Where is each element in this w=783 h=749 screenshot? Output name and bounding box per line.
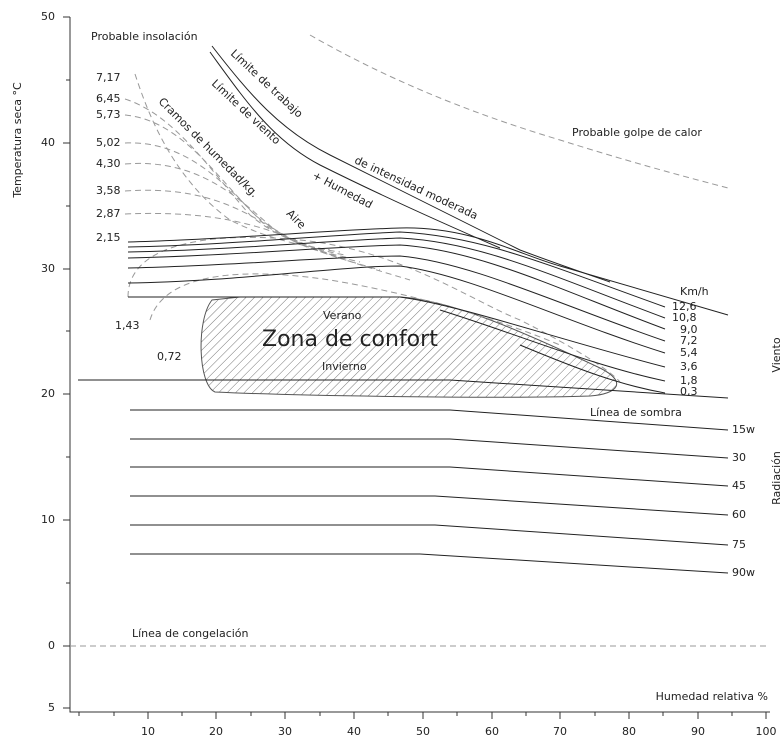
radiation-lines [130, 409, 729, 574]
radiation-label: 30 [732, 451, 746, 464]
humidity-labels: 7,17 6,45 5,73 5,02 4,30 3,58 2,87 2,15 … [96, 71, 182, 363]
x-tick-label: 30 [278, 725, 292, 738]
humidity-label: 6,45 [96, 92, 121, 105]
wind-label: 7,2 [680, 334, 698, 347]
wind-label: 9,0 [680, 323, 698, 336]
x-tick-label: 70 [553, 725, 567, 738]
wind-label: 5,4 [680, 346, 698, 359]
x-tick-label: 60 [485, 725, 499, 738]
y-tick-label: 0 [48, 639, 55, 652]
humidity-label: 2,87 [96, 207, 121, 220]
y-tick-label: 30 [41, 262, 55, 275]
y-tick-label: 40 [41, 136, 55, 149]
x-tick-label: 100 [756, 725, 777, 738]
label: Línea de congelación [132, 627, 249, 640]
x-axis-label: Humedad relativa % [656, 690, 768, 703]
wind-label: Km/h [680, 285, 709, 298]
wind-label: 0,3 [680, 385, 698, 398]
label: Zona de confort [262, 327, 438, 352]
x-tick-label: 50 [416, 725, 430, 738]
humidity-label: 1,43 [115, 319, 140, 332]
wind-label: 12,6 [672, 300, 697, 313]
label: Verano [323, 309, 362, 322]
humidity-label: 0,72 [157, 350, 182, 363]
y-axis-label: Temperatura seca °C [11, 82, 24, 199]
y-tick-label: 10 [41, 513, 55, 526]
wind-lines [127, 227, 729, 394]
humidity-label: 5,73 [96, 108, 121, 121]
radiation-label: 90w [732, 566, 755, 579]
label: Aire [284, 207, 309, 232]
x-tick-label: 10 [141, 725, 155, 738]
radiation-label: 45 [732, 479, 746, 492]
humidity-label: 7,17 [96, 71, 121, 84]
label: + Humedad [310, 169, 375, 212]
label: Viento [770, 337, 783, 372]
y-tick-label: 20 [41, 387, 55, 400]
humidity-label: 2,15 [96, 231, 121, 244]
y-tick-label: 5 [48, 701, 55, 714]
x-tick-label: 90 [691, 725, 705, 738]
radiation-label: 60 [732, 508, 746, 521]
humidity-label: 3,58 [96, 184, 121, 197]
radiation-labels: 15w 30 45 60 75 90w [732, 423, 755, 579]
humidity-label: 5,02 [96, 136, 121, 149]
x-tick-label: 20 [209, 725, 223, 738]
label: Radiación [770, 451, 783, 505]
label: Línea de sombra [590, 406, 682, 419]
label: Invierno [322, 360, 367, 373]
wind-labels: Km/h 12,6 10,8 9,0 7,2 5,4 3,6 1,8 0,3 [672, 285, 709, 398]
label: Probable insolación [91, 30, 198, 43]
wind-label: 10,8 [672, 311, 697, 324]
y-tick-label: 50 [41, 10, 55, 23]
wind-label: 1,8 [680, 374, 698, 387]
label: de intensidad moderada [352, 154, 479, 223]
comfort-zone [200, 296, 618, 398]
humidity-label: 4,30 [96, 157, 121, 170]
radiation-label: 75 [732, 538, 746, 551]
shade-line [78, 379, 729, 399]
wind-label: 3,6 [680, 360, 698, 373]
humidity-curves [124, 73, 621, 383]
x-tick-labels: 10 20 30 40 50 60 70 80 90 100 [141, 725, 777, 738]
label: Probable golpe de calor [572, 126, 702, 139]
x-tick-label: 40 [347, 725, 361, 738]
y-tick-labels: 50 40 30 20 10 0 5 [41, 10, 55, 714]
axes [63, 16, 770, 719]
radiation-label: 15w [732, 423, 755, 436]
x-tick-label: 80 [622, 725, 636, 738]
